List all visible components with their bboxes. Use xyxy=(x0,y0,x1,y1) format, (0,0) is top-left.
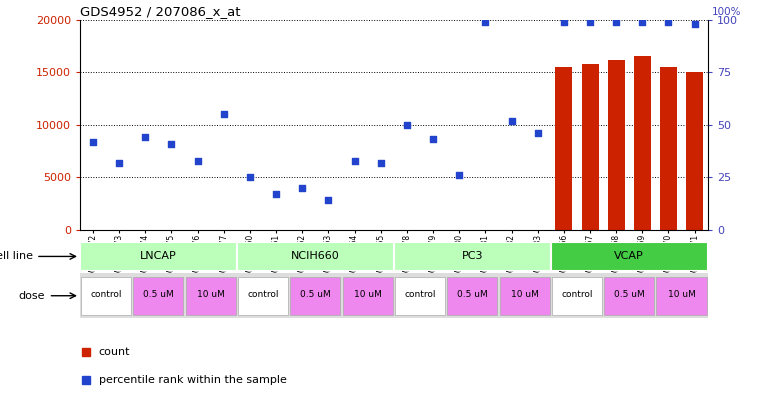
Point xyxy=(165,141,177,147)
Point xyxy=(427,136,439,143)
Text: 10 uM: 10 uM xyxy=(667,290,696,299)
Point xyxy=(453,172,465,178)
Bar xyxy=(581,64,598,230)
Point xyxy=(374,160,387,166)
Point xyxy=(662,18,674,25)
Text: control: control xyxy=(247,290,279,299)
Point xyxy=(349,157,361,163)
Point xyxy=(113,160,126,166)
Point xyxy=(610,18,622,25)
Point xyxy=(192,157,204,163)
Bar xyxy=(237,242,394,271)
Text: VCAP: VCAP xyxy=(614,252,644,261)
Text: 100%: 100% xyxy=(712,7,741,17)
Bar xyxy=(238,277,288,315)
Text: control: control xyxy=(561,290,593,299)
Bar xyxy=(394,242,551,271)
Point xyxy=(401,122,413,128)
Point xyxy=(479,18,492,25)
Point xyxy=(323,197,335,204)
Bar xyxy=(551,242,708,271)
Text: control: control xyxy=(91,290,122,299)
Point xyxy=(296,185,308,191)
Text: dose: dose xyxy=(19,291,46,301)
Point xyxy=(505,118,517,124)
Text: GDS4952 / 207086_x_at: GDS4952 / 207086_x_at xyxy=(80,6,240,18)
Bar xyxy=(133,277,183,315)
Text: 10 uM: 10 uM xyxy=(354,290,381,299)
Text: percentile rank within the sample: percentile rank within the sample xyxy=(99,375,287,386)
Point xyxy=(270,191,282,197)
Text: cell line: cell line xyxy=(0,252,33,261)
Text: 0.5 uM: 0.5 uM xyxy=(300,290,331,299)
Text: control: control xyxy=(404,290,436,299)
Text: count: count xyxy=(99,347,130,357)
Bar xyxy=(186,277,236,315)
Bar xyxy=(657,277,707,315)
Bar xyxy=(604,277,654,315)
Point xyxy=(636,18,648,25)
Point xyxy=(532,130,544,136)
Text: PC3: PC3 xyxy=(461,252,483,261)
Point xyxy=(558,18,570,25)
Text: 10 uM: 10 uM xyxy=(511,290,539,299)
Bar xyxy=(686,72,703,230)
Bar xyxy=(290,277,340,315)
Point xyxy=(689,21,701,27)
Bar xyxy=(634,57,651,230)
Bar xyxy=(556,67,572,230)
Bar xyxy=(342,277,393,315)
Bar xyxy=(395,277,445,315)
Point xyxy=(244,174,256,180)
Point xyxy=(218,111,230,118)
Text: 10 uM: 10 uM xyxy=(197,290,224,299)
Text: NCIH660: NCIH660 xyxy=(291,252,339,261)
Bar xyxy=(608,60,625,230)
Text: 0.5 uM: 0.5 uM xyxy=(614,290,645,299)
Text: LNCAP: LNCAP xyxy=(140,252,177,261)
Bar xyxy=(80,242,237,271)
Bar xyxy=(499,277,549,315)
Point xyxy=(139,134,151,141)
Bar xyxy=(447,277,498,315)
Bar xyxy=(81,277,131,315)
Text: 0.5 uM: 0.5 uM xyxy=(457,290,488,299)
Text: 0.5 uM: 0.5 uM xyxy=(143,290,174,299)
Point xyxy=(584,18,596,25)
Bar xyxy=(552,277,602,315)
Point xyxy=(87,138,99,145)
Bar xyxy=(660,67,677,230)
